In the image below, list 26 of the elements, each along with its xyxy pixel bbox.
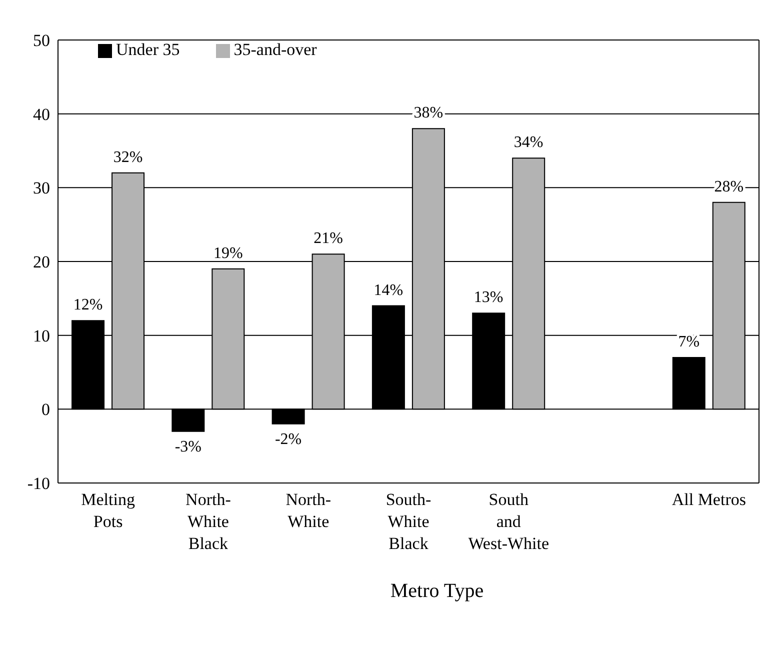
legend-label: 35-and-over xyxy=(234,40,317,59)
y-tick-label: 40 xyxy=(33,104,50,124)
data-label: 34% xyxy=(514,134,544,152)
data-label: 32% xyxy=(113,148,143,166)
data-label: 19% xyxy=(214,244,243,262)
y-tick-label: 20 xyxy=(33,252,50,272)
y-tick-label: -10 xyxy=(27,474,50,494)
data-label: 13% xyxy=(474,289,504,306)
data-label: 21% xyxy=(314,230,343,248)
x-tick-label: North- White xyxy=(286,490,332,531)
y-tick-label: 50 xyxy=(33,31,50,50)
y-tick-label: 30 xyxy=(33,178,50,198)
x-tick-label: South and West-White xyxy=(468,490,550,553)
data-label: 12% xyxy=(73,296,103,314)
x-tick-label: All Metros xyxy=(672,490,746,509)
x-tick-label: Melting Pots xyxy=(81,490,136,531)
y-tick-label: 10 xyxy=(33,326,50,346)
legend-label: Under 35 xyxy=(116,40,180,59)
data-label: -3% xyxy=(174,438,202,456)
y-tick-label: 0 xyxy=(42,400,50,420)
x-tick-label: South- White Black xyxy=(386,490,432,553)
data-label: 7% xyxy=(678,333,700,350)
data-label: 14% xyxy=(374,282,404,299)
data-label: -2% xyxy=(274,430,302,448)
x-tick-label: North- White Black xyxy=(186,490,232,553)
x-axis-title: Metro Type xyxy=(389,580,485,603)
